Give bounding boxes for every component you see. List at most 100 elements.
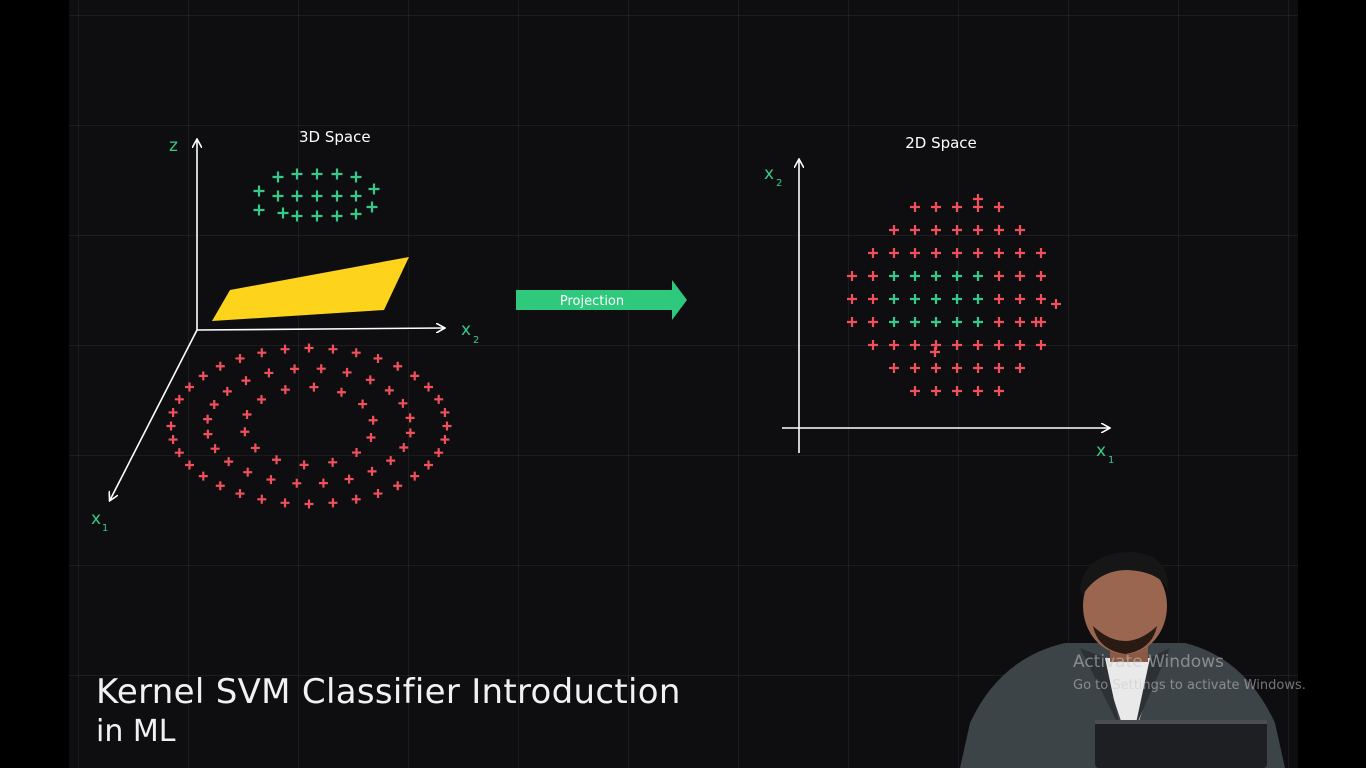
plus-marker-icon (253, 204, 265, 216)
plus-marker-icon (203, 414, 213, 424)
plus-marker-icon (351, 494, 361, 504)
separating-hyperplane (212, 257, 409, 321)
slide-canvas: 3D Space z x 2 x 1 Projection 2D Space x… (69, 0, 1298, 768)
plus-marker-icon (952, 248, 962, 258)
plus-marker-icon (331, 190, 343, 202)
plus-marker-icon (847, 271, 857, 281)
plus-marker-icon (299, 460, 309, 470)
plus-marker-icon (910, 340, 920, 350)
x1-axis-subscript: 1 (102, 523, 108, 534)
plus-marker-icon (351, 348, 361, 358)
plus-marker-icon (253, 185, 265, 197)
plus-marker-icon (365, 375, 375, 385)
plus-marker-icon (931, 294, 941, 304)
plus-marker-icon (290, 364, 300, 374)
plus-marker-icon (209, 399, 219, 409)
plus-marker-icon (1015, 294, 1025, 304)
plus-marker-icon (973, 294, 983, 304)
plus-marker-icon (847, 317, 857, 327)
plus-marker-icon (235, 489, 245, 499)
plus-marker-icon (910, 317, 920, 327)
plus-marker-icon (910, 202, 920, 212)
plus-marker-icon (994, 363, 1004, 373)
plus-marker-icon (1015, 271, 1025, 281)
plus-marker-icon (291, 168, 303, 180)
plus-marker-icon (264, 368, 274, 378)
plus-marker-icon (184, 460, 194, 470)
activation-watermark: Activate Windows Go to Settings to activ… (1073, 652, 1306, 693)
plus-marker-icon (910, 271, 920, 281)
plus-marker-icon (344, 474, 354, 484)
plus-marker-icon (280, 385, 290, 395)
presenter-hair (1080, 552, 1169, 596)
plus-marker-icon (973, 386, 983, 396)
plus-marker-icon (434, 394, 444, 404)
plus-marker-icon (952, 271, 962, 281)
plus-marker-icon (931, 363, 941, 373)
plus-marker-icon (304, 499, 314, 509)
plus-marker-icon (434, 448, 444, 458)
plus-marker-icon (1036, 248, 1046, 258)
plus-marker-icon (931, 248, 941, 258)
plus-marker-icon (910, 386, 920, 396)
plus-marker-icon (994, 317, 1004, 327)
plus-marker-icon (367, 466, 377, 476)
plus-marker-icon (952, 317, 962, 327)
plus-marker-icon (342, 367, 352, 377)
2d-space-title: 2D Space (905, 134, 977, 152)
plus-marker-icon (994, 225, 1004, 235)
plus-marker-icon (931, 202, 941, 212)
presenter-face (1083, 558, 1167, 654)
plus-marker-icon (368, 415, 378, 425)
plus-marker-icon (272, 190, 284, 202)
plus-marker-icon (257, 494, 267, 504)
x1-axis-label: x (91, 509, 101, 529)
plus-marker-icon (930, 347, 940, 357)
plus-marker-icon (174, 448, 184, 458)
plus-marker-icon (424, 460, 434, 470)
x1-axis-label-2d: x (1096, 441, 1106, 461)
plus-marker-icon (398, 398, 408, 408)
x2-axis-label: x (461, 320, 471, 340)
plus-marker-icon (440, 435, 450, 445)
plus-marker-icon (910, 248, 920, 258)
plus-marker-icon (994, 386, 1004, 396)
x2-axis (196, 328, 444, 330)
plus-marker-icon (280, 344, 290, 354)
3d-space-title: 3D Space (299, 128, 371, 146)
plus-marker-icon (994, 294, 1004, 304)
plus-marker-icon (184, 382, 194, 392)
plus-marker-icon (910, 294, 920, 304)
plus-marker-icon (1036, 340, 1046, 350)
plus-marker-icon (868, 271, 878, 281)
plus-marker-icon (994, 271, 1004, 281)
plus-marker-icon (311, 210, 323, 222)
plus-marker-icon (304, 343, 314, 353)
3d-positive-points (253, 168, 380, 222)
plus-marker-icon (931, 386, 941, 396)
plus-marker-icon (910, 225, 920, 235)
plus-marker-icon (336, 387, 346, 397)
3d-negative-points (166, 343, 452, 509)
plus-marker-icon (350, 208, 362, 220)
plus-marker-icon (215, 481, 225, 491)
plus-marker-icon (280, 498, 290, 508)
plus-marker-icon (168, 435, 178, 445)
plus-marker-icon (350, 190, 362, 202)
plus-marker-icon (994, 340, 1004, 350)
plus-marker-icon (168, 407, 178, 417)
plus-marker-icon (889, 317, 899, 327)
plus-marker-icon (889, 248, 899, 258)
plus-marker-icon (291, 190, 303, 202)
plus-marker-icon (224, 457, 234, 467)
x1-axis (110, 329, 198, 500)
plus-marker-icon (272, 455, 282, 465)
plus-marker-icon (410, 471, 420, 481)
plus-marker-icon (952, 294, 962, 304)
plus-marker-icon (973, 317, 983, 327)
plus-marker-icon (257, 348, 267, 358)
plus-marker-icon (328, 457, 338, 467)
2d-axes (782, 160, 1109, 453)
plus-marker-icon (174, 394, 184, 404)
plus-marker-icon (393, 361, 403, 371)
